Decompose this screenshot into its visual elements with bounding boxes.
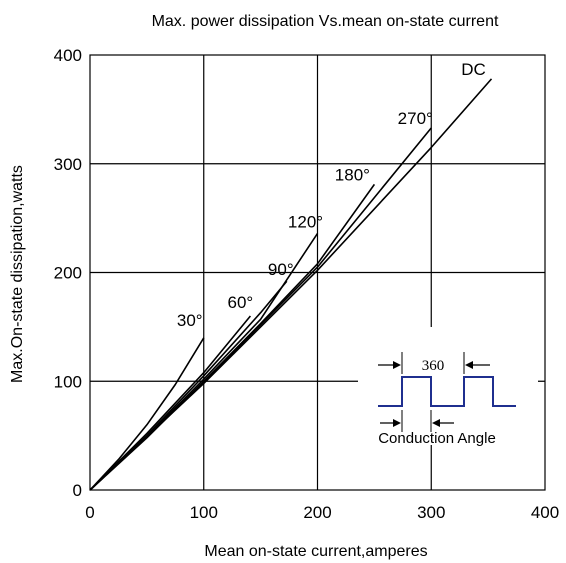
chart-title: Max. power dissipation Vs.mean on-state … bbox=[152, 13, 499, 30]
inset-arrow-right-head bbox=[393, 361, 401, 369]
inset-angle-label: 360 bbox=[422, 358, 445, 374]
series-label-3: 120° bbox=[288, 212, 323, 231]
y-tick-label: 100 bbox=[54, 372, 82, 391]
inset-caption: Conduction Angle bbox=[378, 430, 496, 447]
series-labels: 30° 60° 90° 120° 180° 270° DC bbox=[177, 60, 486, 330]
plot-frame bbox=[89, 54, 546, 491]
y-tick-label: 0 bbox=[73, 481, 82, 500]
inset-arrow-bottom-right-head bbox=[393, 419, 401, 427]
series-label-1: 60° bbox=[228, 293, 254, 312]
x-tick-label: 200 bbox=[303, 503, 331, 522]
series-line-6 bbox=[89, 78, 493, 491]
x-axis-label: Mean on-state current,amperes bbox=[204, 543, 427, 560]
series-line-0 bbox=[89, 337, 205, 491]
x-tick-label: 100 bbox=[190, 503, 218, 522]
conduction-waveform bbox=[378, 376, 516, 407]
y-tick-label: 200 bbox=[54, 264, 82, 283]
inset-arrow-left-head bbox=[465, 361, 473, 369]
series-lines bbox=[89, 78, 493, 491]
conduction-angle-inset: 360 Conduction Angle bbox=[358, 327, 538, 447]
grid bbox=[90, 55, 545, 490]
y-tick-label: 300 bbox=[54, 155, 82, 174]
series-label-5: 270° bbox=[398, 109, 433, 128]
series-label-2: 90° bbox=[268, 260, 294, 279]
y-tick-label: 400 bbox=[54, 46, 82, 65]
inset-background bbox=[358, 327, 538, 445]
x-tick-labels: 0 100 200 300 400 bbox=[85, 503, 559, 522]
series-label-4: 180° bbox=[335, 165, 370, 184]
y-axis-label: Max.On-state dissipation,watts bbox=[9, 165, 26, 383]
inset-arrow-bottom-left-head bbox=[432, 419, 440, 427]
x-tick-label: 0 bbox=[85, 503, 94, 522]
y-tick-labels: 0 100 200 300 400 bbox=[54, 46, 82, 500]
series-label-6: DC bbox=[461, 60, 486, 79]
x-tick-label: 400 bbox=[531, 503, 559, 522]
x-tick-label: 300 bbox=[417, 503, 445, 522]
series-label-0: 30° bbox=[177, 311, 203, 330]
